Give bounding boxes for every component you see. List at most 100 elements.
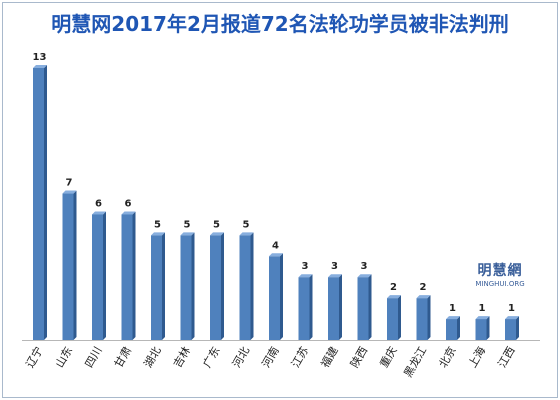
bar-side <box>427 295 431 340</box>
bar-side <box>191 232 195 340</box>
bar-top <box>387 295 401 299</box>
bar-top <box>180 232 195 236</box>
bar-side <box>162 232 165 340</box>
bar-top <box>151 232 165 236</box>
bar-side <box>309 274 313 340</box>
bar-front <box>269 256 280 340</box>
bar-front <box>505 319 516 340</box>
bar-front <box>92 214 103 340</box>
value-label: 6 <box>95 198 102 209</box>
value-label: 2 <box>390 282 397 293</box>
bar-front <box>387 298 398 340</box>
bar-黑龙江 <box>416 295 431 340</box>
bar-top <box>92 211 106 215</box>
category-label: 广东 <box>200 345 222 371</box>
category-label: 重庆 <box>377 344 400 370</box>
logo-sub: MINGHUI.ORG <box>475 280 525 288</box>
category-label: 江西 <box>495 345 517 371</box>
category-label: 黑龙江 <box>401 345 429 380</box>
category-label: 福建 <box>318 344 341 370</box>
bar-top <box>328 274 342 278</box>
value-label: 4 <box>272 240 279 251</box>
value-label: 5 <box>184 219 191 230</box>
bar-top <box>357 274 372 278</box>
category-label: 河北 <box>230 345 252 371</box>
bar-吉林 <box>180 232 195 340</box>
bar-front <box>33 68 44 340</box>
bar-top <box>62 190 77 194</box>
bar-上海 <box>475 316 490 340</box>
category-label: 辽宁 <box>23 344 46 370</box>
category-label: 河南 <box>259 345 281 371</box>
bar-front <box>475 319 487 340</box>
category-label: 吉林 <box>170 344 193 370</box>
value-label: 6 <box>125 198 132 209</box>
bar-山东 <box>62 190 77 340</box>
category-label: 四川 <box>82 345 104 371</box>
bar-四川 <box>92 211 106 340</box>
bar-front <box>239 235 251 340</box>
bar-top <box>239 232 254 236</box>
category-label: 北京 <box>436 344 459 370</box>
value-label: 5 <box>213 219 220 230</box>
bar-front <box>357 277 369 340</box>
bar-河南 <box>269 253 283 340</box>
chart-title: 明慧网2017年2月报道72名法轮功学员被非法判刑 <box>51 12 509 36</box>
bar-甘肃 <box>121 211 136 340</box>
bar-front <box>121 214 133 340</box>
category-label: 湖北 <box>141 345 163 371</box>
bar-side <box>132 211 136 340</box>
bar-top <box>416 295 431 299</box>
bar-top <box>33 65 47 68</box>
bar-side <box>339 274 342 340</box>
bar-front <box>151 235 162 340</box>
bar-江苏 <box>298 274 313 340</box>
minghui-logo: 明慧網 MINGHUI.ORG <box>470 260 530 288</box>
bar-北京 <box>446 316 460 340</box>
bar-河北 <box>239 232 254 340</box>
bar-广东 <box>210 232 224 340</box>
value-label: 1 <box>449 303 456 314</box>
category-label: 江苏 <box>289 345 311 371</box>
bar-side <box>280 253 283 340</box>
bar-front <box>180 235 192 340</box>
value-label: 1 <box>479 303 486 314</box>
category-label: 甘肃 <box>112 345 134 371</box>
bar-front <box>328 277 339 340</box>
bar-江西 <box>505 316 519 340</box>
bar-top <box>446 316 460 320</box>
bar-side <box>398 295 401 340</box>
bar-top <box>298 274 313 278</box>
bar-top <box>475 316 490 320</box>
bar-辽宁 <box>33 65 47 340</box>
category-label: 山东 <box>53 345 75 371</box>
value-label: 7 <box>66 178 73 189</box>
bar-side <box>250 232 254 340</box>
bar-side <box>103 211 106 340</box>
value-label: 3 <box>331 261 338 272</box>
value-label: 3 <box>361 261 368 272</box>
bar-湖北 <box>151 232 165 340</box>
category-label: 陕西 <box>347 344 370 370</box>
value-label: 2 <box>420 282 427 293</box>
bar-top <box>505 316 519 320</box>
bar-side <box>73 190 77 340</box>
bar-side <box>44 65 47 340</box>
value-label: 1 <box>508 303 515 314</box>
logo-name: 明慧網 <box>477 263 523 279</box>
bar-side <box>516 316 519 340</box>
value-label: 5 <box>243 219 250 230</box>
bar-side <box>486 316 490 340</box>
bar-陕西 <box>357 274 372 340</box>
bar-重庆 <box>387 295 401 340</box>
bar-front <box>446 319 457 340</box>
bar-front <box>416 298 428 340</box>
value-label: 13 <box>33 52 47 63</box>
bar-front <box>62 193 74 340</box>
bar-front <box>298 277 310 340</box>
bar-front <box>210 235 221 340</box>
bar-福建 <box>328 274 342 340</box>
value-label: 5 <box>154 219 161 230</box>
category-label: 上海 <box>465 344 488 370</box>
